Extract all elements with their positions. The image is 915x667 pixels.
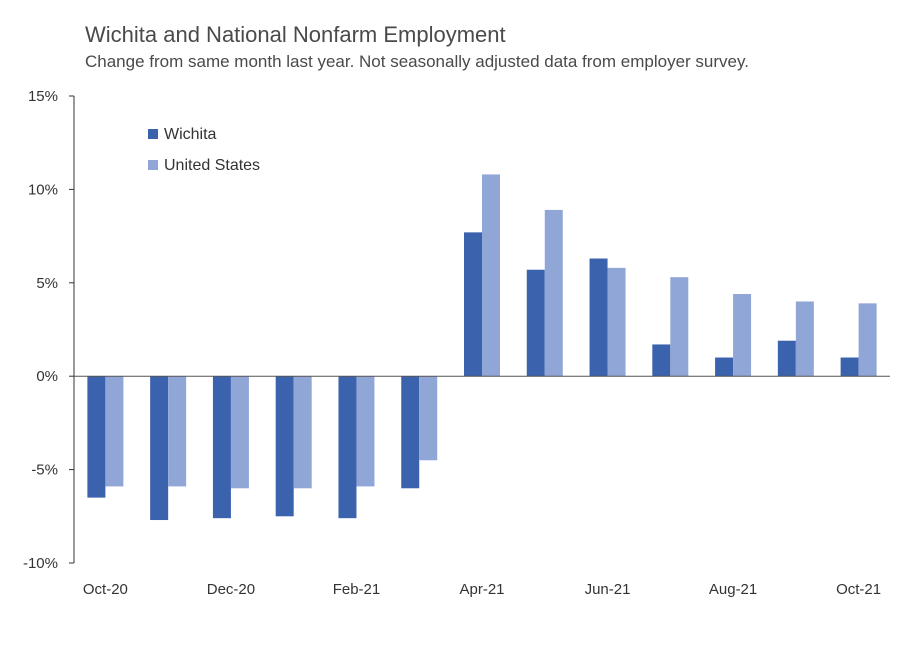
legend-label: Wichita — [164, 126, 217, 143]
legend-swatch — [148, 129, 158, 139]
y-axis-labels: 15% 10% 5% 0% -5% -10% — [23, 88, 58, 572]
bar-wichita-nov-20 — [150, 376, 169, 521]
bar-wichita-jul-21 — [652, 344, 671, 377]
bar-wichita-jun-21 — [589, 258, 608, 377]
bar-wichita-jan-21 — [275, 376, 294, 517]
chart-legend: Wichita United States — [148, 126, 260, 174]
bar-united-states-nov-20 — [168, 376, 187, 487]
bar-united-states-apr-21 — [482, 174, 500, 377]
y-tick-label: -10% — [23, 555, 58, 572]
bar-wichita-oct-21 — [840, 357, 859, 377]
y-tick-label: 15% — [28, 88, 58, 105]
x-tick-label: Feb-21 — [333, 581, 381, 598]
bar-wichita-may-21 — [526, 269, 545, 377]
bar-united-states-jan-21 — [293, 376, 312, 489]
bar-united-states-feb-21 — [356, 376, 375, 487]
chart-bars — [74, 174, 890, 521]
bar-wichita-mar-21 — [401, 376, 420, 489]
x-tick-label: Apr-21 — [459, 581, 504, 598]
bar-united-states-oct-20 — [105, 376, 124, 487]
y-tick-label: 5% — [36, 275, 58, 292]
bar-united-states-jun-21 — [607, 267, 626, 377]
bar-united-states-sep-21 — [795, 301, 814, 377]
y-tick-label: 10% — [28, 181, 58, 198]
bar-united-states-aug-21 — [733, 294, 752, 377]
legend-swatch — [148, 160, 158, 170]
bar-united-states-may-21 — [544, 209, 563, 377]
x-tick-label: Oct-21 — [836, 581, 881, 598]
x-axis-labels: Oct-20 Dec-20 Feb-21 Apr-21 Jun-21 Aug-21 Oct-… — [83, 581, 881, 598]
bar-wichita-apr-21 — [464, 232, 482, 377]
x-tick-label: Jun-21 — [585, 581, 631, 598]
x-tick-label: Dec-20 — [207, 581, 255, 598]
bar-united-states-dec-20 — [230, 376, 249, 489]
legend-label: United States — [164, 157, 260, 174]
y-tick-label: 0% — [36, 368, 58, 385]
bar-united-states-jul-21 — [670, 277, 689, 377]
bar-wichita-aug-21 — [715, 357, 734, 377]
chart-axes — [69, 95, 75, 564]
chart-title: Wichita and National Nonfarm Employment — [85, 22, 506, 47]
bar-wichita-sep-21 — [777, 340, 796, 377]
bar-united-states-mar-21 — [419, 376, 438, 461]
bar-wichita-dec-20 — [212, 376, 231, 519]
bar-wichita-oct-20 — [87, 376, 106, 498]
bar-wichita-feb-21 — [338, 376, 357, 519]
chart-subtitle: Change from same month last year. Not se… — [85, 52, 749, 71]
x-tick-label: Oct-20 — [83, 581, 128, 598]
bar-united-states-oct-21 — [858, 303, 877, 377]
y-tick-label: -5% — [31, 462, 58, 479]
x-tick-label: Aug-21 — [709, 581, 757, 598]
